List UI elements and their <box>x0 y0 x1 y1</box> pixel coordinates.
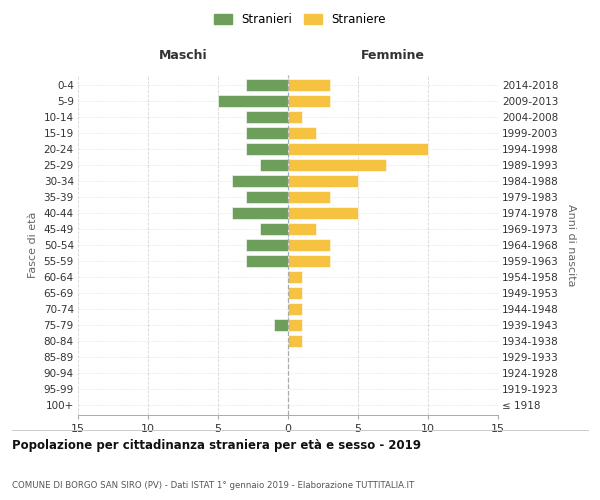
Bar <box>288 207 358 219</box>
Bar <box>288 223 316 235</box>
Bar <box>288 159 386 171</box>
Bar <box>288 271 302 283</box>
Bar <box>288 335 302 347</box>
Bar <box>246 110 288 122</box>
Bar <box>288 303 302 315</box>
Bar <box>288 175 358 187</box>
Bar <box>288 239 330 251</box>
Bar <box>246 126 288 138</box>
Bar <box>260 159 288 171</box>
Bar <box>246 255 288 267</box>
Bar <box>246 143 288 155</box>
Bar <box>288 78 330 90</box>
Bar <box>288 143 428 155</box>
Bar <box>274 319 288 331</box>
Bar <box>246 239 288 251</box>
Legend: Stranieri, Straniere: Stranieri, Straniere <box>209 8 391 31</box>
Bar <box>288 94 330 106</box>
Text: COMUNE DI BORGO SAN SIRO (PV) - Dati ISTAT 1° gennaio 2019 - Elaborazione TUTTIT: COMUNE DI BORGO SAN SIRO (PV) - Dati IST… <box>12 481 414 490</box>
Bar <box>218 94 288 106</box>
Bar <box>260 223 288 235</box>
Bar <box>288 255 330 267</box>
Bar <box>232 207 288 219</box>
Text: Femmine: Femmine <box>361 50 425 62</box>
Bar <box>288 191 330 203</box>
Text: Maschi: Maschi <box>158 50 208 62</box>
Bar <box>288 126 316 138</box>
Y-axis label: Fasce di età: Fasce di età <box>28 212 38 278</box>
Bar <box>288 287 302 299</box>
Bar <box>246 78 288 90</box>
Bar <box>246 191 288 203</box>
Text: Popolazione per cittadinanza straniera per età e sesso - 2019: Popolazione per cittadinanza straniera p… <box>12 440 421 452</box>
Bar <box>288 319 302 331</box>
Bar <box>288 110 302 122</box>
Bar <box>232 175 288 187</box>
Y-axis label: Anni di nascita: Anni di nascita <box>566 204 575 286</box>
